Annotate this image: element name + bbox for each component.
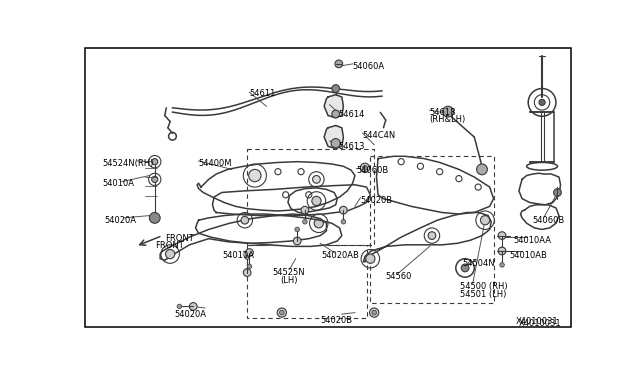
Text: 54020B: 54020B <box>360 196 392 205</box>
Circle shape <box>332 110 340 118</box>
Circle shape <box>554 189 561 196</box>
Text: 54524N(RH): 54524N(RH) <box>102 158 154 168</box>
Circle shape <box>312 176 320 183</box>
Circle shape <box>369 308 379 317</box>
Circle shape <box>243 269 251 276</box>
Text: 54504N: 54504N <box>463 259 495 268</box>
Text: 54010AA: 54010AA <box>513 235 552 245</box>
Circle shape <box>428 232 436 240</box>
Circle shape <box>149 212 160 223</box>
Text: FRONT: FRONT <box>155 241 184 250</box>
Circle shape <box>177 304 182 309</box>
Circle shape <box>152 176 158 183</box>
Text: X4010031: X4010031 <box>516 317 559 326</box>
Polygon shape <box>324 125 344 148</box>
Ellipse shape <box>527 163 557 170</box>
Text: 54060B: 54060B <box>533 216 565 225</box>
Text: 54060B: 54060B <box>356 166 388 174</box>
Circle shape <box>295 227 300 232</box>
Text: 54400M: 54400M <box>198 158 232 168</box>
Circle shape <box>301 206 308 214</box>
Circle shape <box>331 139 340 148</box>
Circle shape <box>241 217 249 224</box>
Circle shape <box>293 237 301 245</box>
Text: 54010AB: 54010AB <box>509 251 548 260</box>
Polygon shape <box>197 162 355 211</box>
Circle shape <box>246 249 253 256</box>
Text: 54613: 54613 <box>338 142 365 151</box>
Text: 54020A: 54020A <box>174 310 206 319</box>
Text: 54020AB: 54020AB <box>322 251 360 260</box>
Circle shape <box>500 247 504 252</box>
Text: 54611: 54611 <box>250 89 276 98</box>
Text: 54020A: 54020A <box>105 216 137 225</box>
Text: 54020B: 54020B <box>320 316 353 325</box>
Text: 54501 (LH): 54501 (LH) <box>460 289 507 298</box>
Circle shape <box>340 206 348 214</box>
Polygon shape <box>196 214 342 246</box>
Circle shape <box>312 196 321 206</box>
Circle shape <box>481 216 490 225</box>
Polygon shape <box>364 212 492 262</box>
Circle shape <box>372 310 376 315</box>
Polygon shape <box>288 188 337 216</box>
Circle shape <box>443 106 454 117</box>
Text: 54060A: 54060A <box>353 62 385 71</box>
Text: 54618: 54618 <box>429 108 456 117</box>
Circle shape <box>280 310 284 315</box>
Circle shape <box>360 163 369 173</box>
Circle shape <box>166 250 175 259</box>
Polygon shape <box>530 112 554 162</box>
Circle shape <box>335 60 342 68</box>
Circle shape <box>152 158 158 165</box>
Circle shape <box>247 264 252 269</box>
Text: (LH): (LH) <box>280 276 298 285</box>
Circle shape <box>461 264 469 272</box>
Circle shape <box>332 85 340 92</box>
Text: FRONT: FRONT <box>164 234 193 243</box>
Circle shape <box>189 302 197 310</box>
Circle shape <box>363 166 367 170</box>
Circle shape <box>314 219 323 228</box>
Circle shape <box>341 219 346 224</box>
Text: 54525N: 54525N <box>273 268 305 277</box>
Text: X4010031: X4010031 <box>519 319 561 328</box>
Text: 54614: 54614 <box>338 110 364 119</box>
Circle shape <box>498 247 506 255</box>
Circle shape <box>249 169 261 182</box>
Polygon shape <box>520 205 559 230</box>
Circle shape <box>277 308 287 317</box>
Polygon shape <box>376 156 493 214</box>
Polygon shape <box>212 185 371 216</box>
Circle shape <box>303 219 307 224</box>
Circle shape <box>477 164 488 175</box>
Text: 54560: 54560 <box>386 272 412 281</box>
Circle shape <box>539 99 545 106</box>
Circle shape <box>500 263 504 267</box>
Polygon shape <box>519 173 561 205</box>
Text: 544C4N: 544C4N <box>363 131 396 140</box>
Text: 54500 (RH): 54500 (RH) <box>460 282 508 291</box>
Polygon shape <box>324 95 344 118</box>
Polygon shape <box>160 214 326 260</box>
Circle shape <box>498 232 506 240</box>
Circle shape <box>365 254 375 263</box>
Text: 54010A: 54010A <box>223 251 255 260</box>
Text: 54010A: 54010A <box>102 179 134 188</box>
Circle shape <box>245 255 250 260</box>
Text: (RH&LH): (RH&LH) <box>429 115 466 124</box>
